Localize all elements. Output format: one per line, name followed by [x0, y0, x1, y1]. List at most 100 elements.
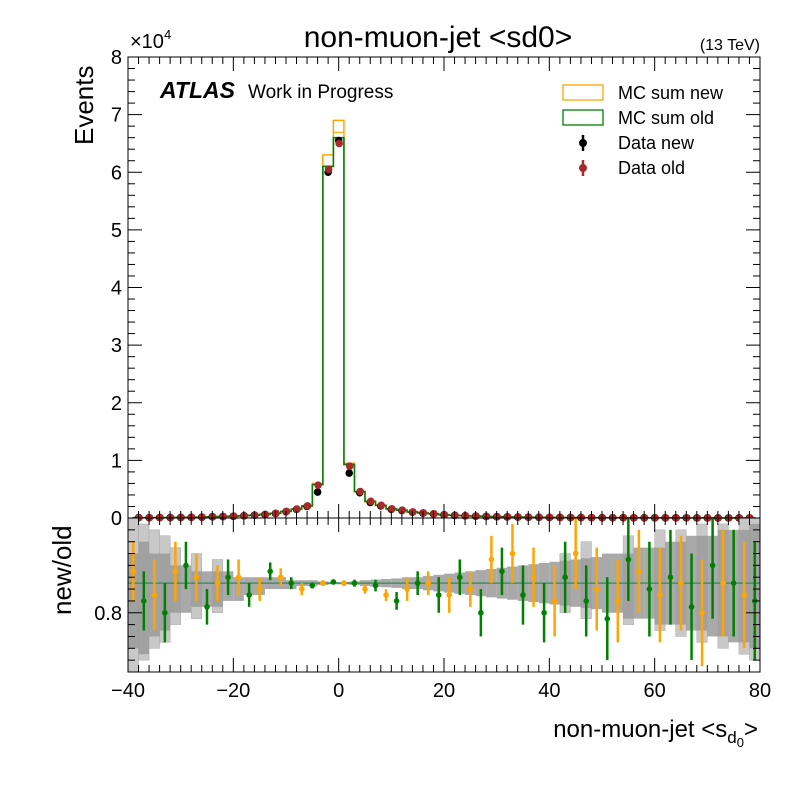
legend-label-1: MC sum old	[618, 108, 714, 128]
ratio-orange-point	[678, 580, 684, 586]
ratio-orange-point	[362, 586, 368, 592]
ratio-orange-point	[615, 598, 621, 604]
y-tick-label: 7	[111, 105, 122, 127]
ratio-orange-point	[130, 568, 137, 575]
y-tick-label: 2	[111, 393, 122, 415]
ratio-orange-point	[657, 592, 663, 598]
ratio-green-point	[604, 615, 611, 622]
ratio-green-point	[141, 598, 147, 604]
ratio-green-point	[646, 586, 653, 592]
ratio-y-tick-label: 0.8	[94, 603, 122, 625]
legend-label-2: Data new	[618, 133, 695, 153]
ratio-green-point	[351, 580, 358, 586]
ratio-orange-point	[551, 598, 558, 604]
data-old-point	[388, 504, 396, 513]
exponent-power: 4	[164, 27, 171, 42]
mc-new-peak-band	[322, 154, 335, 167]
x-tick-label: 60	[644, 680, 666, 702]
ratio-orange-point	[193, 574, 200, 581]
ratio-orange-point	[320, 580, 326, 586]
data-old-point	[366, 497, 375, 506]
data-old-point	[472, 512, 480, 520]
data-new-point	[313, 488, 322, 496]
ratio-green-point	[435, 592, 442, 598]
ratio-orange-point	[509, 550, 516, 557]
ratio-orange-point	[636, 568, 642, 575]
y-axis-label-main: Events	[69, 66, 99, 146]
ratio-green-point	[457, 574, 463, 581]
energy-label: (13 TeV)	[700, 37, 760, 54]
ratio-green-point	[204, 604, 210, 610]
data-old-point	[482, 512, 491, 521]
y-tick-label: 1	[111, 450, 122, 472]
legend-box-0	[562, 84, 604, 101]
data-old-point	[409, 508, 417, 516]
ratio-orange-point	[593, 586, 600, 592]
ratio-orange-point	[341, 580, 347, 586]
x-tick-label: −20	[216, 680, 250, 702]
ratio-green-point	[372, 582, 379, 589]
ratio-green-point	[183, 562, 189, 569]
ratio-orange-point	[467, 586, 474, 592]
data-old-point	[345, 462, 354, 470]
x-axis-label-close: >	[744, 716, 758, 743]
y-axis-label-ratio: new/old	[47, 525, 77, 615]
atlas-sub-label: Work in Progress	[248, 82, 393, 103]
y-tick-label: 4	[111, 278, 122, 300]
ratio-green-point	[688, 604, 695, 610]
y-tick-label: 8	[111, 47, 122, 69]
ratio-orange-point	[425, 580, 432, 586]
x-tick-label: 0	[333, 680, 344, 702]
ratio-orange-point	[530, 574, 537, 581]
data-old-point	[419, 509, 428, 517]
ratio-green-point	[330, 579, 337, 585]
ratio-band-dark	[180, 565, 192, 613]
legend-label-0: MC sum new	[618, 83, 724, 103]
ratio-green-point	[583, 598, 589, 604]
data-old-point	[324, 165, 333, 174]
ratio-green-point	[499, 568, 505, 575]
ratio-orange-point	[488, 556, 495, 563]
y-tick-label: 6	[111, 162, 122, 184]
data-old-point	[314, 481, 322, 489]
x-axis-label-open: <s	[701, 716, 727, 743]
ratio-orange-point	[299, 586, 305, 592]
legend-box-1	[562, 109, 604, 126]
data-old-point	[398, 506, 407, 515]
data-old-point	[493, 512, 501, 521]
legend: MC sum new MC sum old Data new Data old	[562, 83, 724, 178]
legend-label-3: Data old	[618, 158, 685, 178]
ratio-orange-point	[404, 586, 410, 592]
ratio-green-point	[520, 592, 526, 598]
ratio-orange-point	[214, 580, 221, 586]
y-tick-label: 3	[111, 335, 122, 357]
ratio-green-point	[562, 574, 568, 581]
data-old-point	[377, 501, 386, 510]
main-panel: 0 1 2 3 4 5 6 7 8	[111, 47, 761, 530]
ratio-green-point	[393, 598, 400, 604]
ratio-orange-point	[235, 574, 242, 581]
x-axis-label: non-muon-jet <sd0>	[553, 716, 758, 750]
y-tick-label: 5	[111, 220, 122, 242]
ratio-green-point	[267, 568, 274, 575]
ratio-green-point	[414, 580, 421, 586]
y-tick-label: 0	[111, 508, 122, 530]
ratio-orange-point	[699, 609, 705, 616]
exponent-label: ×104	[130, 27, 171, 53]
exponent-base: ×10	[130, 31, 164, 53]
ratio-green-point	[667, 574, 674, 581]
x-tick-label: −40	[111, 680, 145, 702]
data-old-point	[335, 139, 343, 148]
ratio-green-point	[225, 574, 231, 581]
data-old-point	[303, 502, 312, 510]
data-old-point	[261, 510, 270, 519]
ratio-green-point	[730, 580, 737, 586]
atlas-label: ATLAS	[159, 77, 236, 103]
ratio-orange-point	[741, 592, 747, 598]
ratio-green-point	[625, 556, 632, 563]
ratio-orange-point	[446, 592, 453, 598]
data-old-point	[356, 487, 365, 496]
legend-marker-2	[579, 139, 587, 147]
x-axis-label-sub1: d	[727, 728, 736, 747]
